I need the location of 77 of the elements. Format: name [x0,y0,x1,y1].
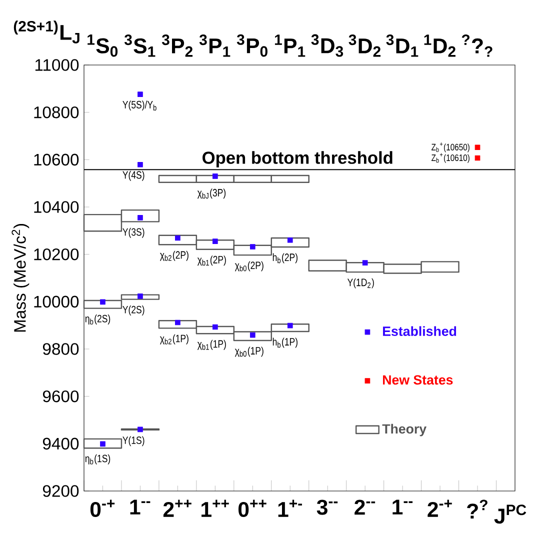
text: $^{1}$P$_{1}$ [274,34,306,57]
legend-label: Established [383,326,456,336]
annotation: χ$_{b1}$(2P) [197,256,226,266]
point [138,214,143,220]
x-tick-label: 1$^{++}$ [202,500,229,517]
x-tick-label: 2$^{-+}$ [428,500,452,517]
y-tick-label: 10400 [34,201,79,213]
text: $^{3}$S$_{1}$ [124,34,156,57]
annotation: χ$_{b0}$(2P) [234,261,264,272]
point [138,426,143,432]
annotation: η$_{b}$(1S) [85,454,110,464]
annotation: Υ(1S) [122,436,144,446]
x-tick-label: 0$^{++}$ [238,500,266,518]
x-tick-label: 0$^{-+}$ [90,500,115,518]
point [100,441,106,447]
annotation: Υ(1D$_{2}$) [347,278,374,288]
annotation: h$_{b}$(1P) [272,338,298,348]
y-tick-label: 9800 [42,343,79,355]
annotation: Υ(2S) [122,306,144,316]
annotation: Υ(3S) [122,228,144,238]
text: $^{3}$P$_{1}$ [199,34,230,57]
point [138,294,143,299]
y-tick-label: 9400 [42,438,79,450]
annotation: Z$_{b}$$^{+}$(10650) [432,142,470,152]
point [474,144,480,150]
text: $^{3}$D$_{2}$ [348,34,381,57]
y-tick-label: 10600 [34,154,79,166]
x-axis-title: J$^{PC}$ [494,504,526,524]
point [287,322,293,328]
y-tick-label: 10000 [34,296,79,308]
y-tick-label: 11000 [35,59,79,71]
legend-label: New States [383,375,453,385]
point [212,174,218,179]
point [175,320,180,326]
text: $^{(2S+1)}$L$_{J}$ [14,20,80,44]
x-tick-label: 1$^{+-}$ [278,500,302,517]
text: $^{3}$D$_{3}$ [311,34,344,57]
legend-label: Theory [382,424,426,436]
x-tick-label: 2$^{--}$ [354,500,376,515]
annotation: χ$_{bJ}$(3P) [197,188,226,199]
annotation: χ$_{b0}$(1P) [234,346,264,357]
annotation: Υ(4S) [122,170,144,181]
y-tick-label: 10200 [34,248,79,260]
x-tick-label: 1$^{--}$ [392,500,413,514]
point [362,260,368,266]
y-tick-label: 9200 [42,485,79,497]
point [250,244,256,250]
annotation: h$_{b}$(2P) [272,253,298,264]
point [250,332,256,338]
text: $^{1}$S$_{0}$ [88,34,118,57]
annotation: η$_{b}$(2S) [85,314,110,324]
annotation: χ$_{b1}$(1P) [197,340,226,350]
text: $^{3}$P$_{2}$ [162,34,193,57]
y-tick-label: 9600 [42,390,79,402]
annotation: Z$_{b}$$^{+}$(10610) [432,153,470,163]
y-axis-title: Mass (MeV/c$^{2}$) [12,224,30,332]
y-tick-label: 10800 [34,106,79,118]
x-tick-label: 1$^{--}$ [130,500,150,514]
point [138,92,143,98]
x-tick-label: ?$^{?}$ [467,500,488,518]
text: $^{1}$D$_{2}$ [424,34,456,57]
point [175,235,180,241]
bar [83,438,122,449]
x-tick-label: 2$^{++}$ [163,500,192,517]
x-tick-label: 3$^{--}$ [316,500,338,515]
ref-line-label: Open bottom threshold [202,151,392,168]
point [287,237,293,243]
point [212,324,218,330]
annotation: Υ(5S)/Υ$_{b}$ [122,100,156,111]
point [212,238,218,244]
point [138,162,143,168]
point [100,299,106,305]
text: $^{?}$?$_{?}$ [462,34,492,57]
annotation: χ$_{b2}$(2P) [160,250,188,261]
text: $^{3}$D$_{1}$ [386,34,418,57]
text: $^{3}$P$_{0}$ [236,34,268,57]
annotation: χ$_{b2}$(1P) [160,334,188,344]
